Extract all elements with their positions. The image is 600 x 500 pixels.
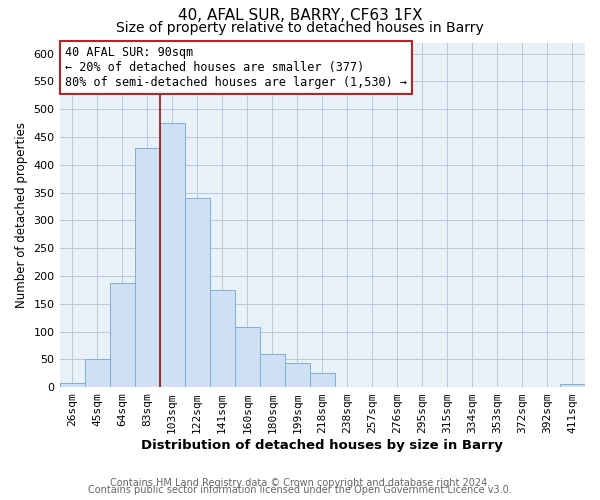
Text: 40 AFAL SUR: 90sqm
← 20% of detached houses are smaller (377)
80% of semi-detach: 40 AFAL SUR: 90sqm ← 20% of detached hou…: [65, 46, 407, 89]
Bar: [160, 123, 185, 387]
X-axis label: Distribution of detached houses by size in Barry: Distribution of detached houses by size …: [142, 440, 503, 452]
Text: Contains public sector information licensed under the Open Government Licence v3: Contains public sector information licen…: [88, 485, 512, 495]
Bar: [235, 327, 260, 387]
Bar: [59, 382, 85, 387]
Bar: [209, 290, 235, 387]
Bar: [134, 148, 160, 387]
Bar: [285, 362, 310, 387]
Bar: [260, 354, 285, 387]
Bar: [85, 360, 110, 387]
Bar: [310, 374, 335, 387]
Bar: [110, 282, 134, 387]
Y-axis label: Number of detached properties: Number of detached properties: [15, 122, 28, 308]
Text: Size of property relative to detached houses in Barry: Size of property relative to detached ho…: [116, 21, 484, 35]
Text: Contains HM Land Registry data © Crown copyright and database right 2024.: Contains HM Land Registry data © Crown c…: [110, 478, 490, 488]
Bar: [560, 384, 585, 387]
Text: 40, AFAL SUR, BARRY, CF63 1FX: 40, AFAL SUR, BARRY, CF63 1FX: [178, 8, 422, 22]
Bar: [185, 198, 209, 387]
